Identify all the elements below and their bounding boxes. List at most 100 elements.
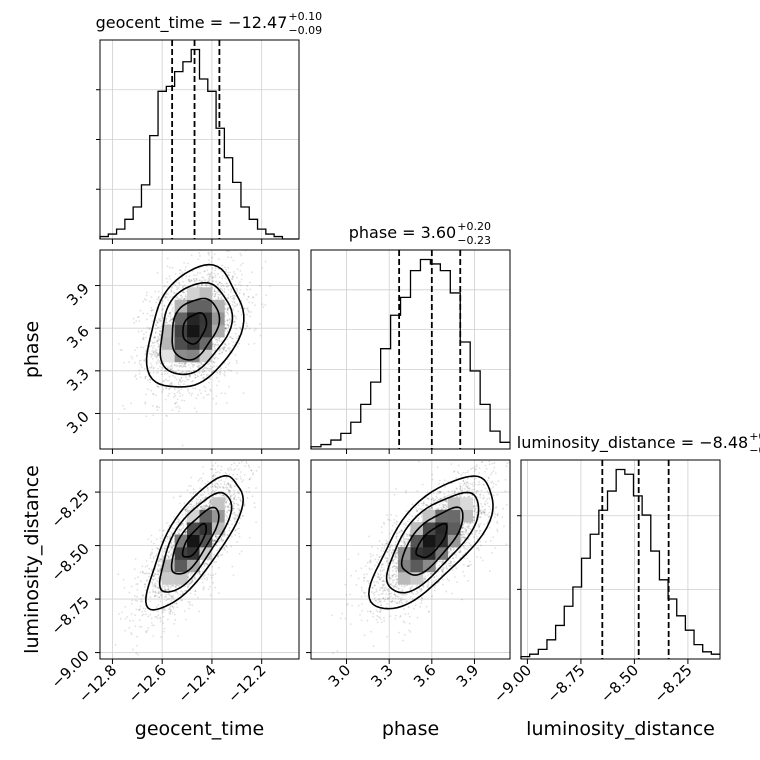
sample-point bbox=[240, 254, 243, 257]
sample-point bbox=[194, 491, 197, 494]
sample-point bbox=[209, 499, 211, 502]
sample-point bbox=[160, 636, 163, 638]
sample-point bbox=[206, 269, 209, 272]
sample-point bbox=[225, 350, 228, 353]
sample-point bbox=[138, 369, 141, 372]
sample-point bbox=[211, 483, 214, 486]
sample-point bbox=[232, 295, 234, 297]
sample-point bbox=[193, 576, 196, 579]
sample-point bbox=[171, 552, 173, 555]
sample-point bbox=[219, 554, 222, 556]
sample-point bbox=[144, 336, 147, 339]
title-text: phase = 3.60 bbox=[349, 223, 456, 242]
sample-point bbox=[169, 312, 172, 315]
sample-point bbox=[218, 352, 221, 355]
sample-point bbox=[175, 590, 178, 593]
sample-point bbox=[195, 278, 198, 281]
sample-point bbox=[178, 281, 181, 284]
sample-point bbox=[219, 486, 222, 489]
sample-point bbox=[128, 591, 131, 594]
sample-point bbox=[223, 373, 225, 375]
sample-point bbox=[210, 285, 212, 288]
sample-point bbox=[236, 514, 239, 517]
sample-point bbox=[228, 250, 230, 252]
sample-point bbox=[170, 599, 172, 602]
sample-point bbox=[233, 271, 235, 273]
sample-point bbox=[223, 346, 226, 349]
x-tick-label: −12.6 bbox=[125, 661, 170, 706]
sample-point bbox=[157, 563, 159, 566]
sample-point bbox=[144, 298, 146, 301]
sample-point bbox=[175, 406, 178, 409]
sample-point bbox=[168, 320, 171, 323]
sample-point bbox=[158, 596, 161, 599]
sample-point bbox=[180, 381, 183, 384]
sample-point bbox=[150, 617, 153, 620]
sample-point bbox=[168, 367, 171, 370]
sample-point bbox=[170, 595, 173, 598]
sample-point bbox=[168, 551, 171, 554]
sample-point bbox=[246, 298, 249, 301]
sample-point bbox=[197, 479, 200, 482]
y-tick-label: 3.3 bbox=[63, 365, 93, 395]
sample-point bbox=[232, 344, 234, 347]
sample-point bbox=[181, 513, 184, 516]
sample-point bbox=[157, 570, 160, 573]
sample-point bbox=[155, 363, 158, 365]
sample-point bbox=[241, 262, 244, 265]
sample-point bbox=[238, 489, 241, 492]
sample-point bbox=[201, 371, 204, 373]
sample-point bbox=[161, 316, 164, 319]
sample-point bbox=[171, 367, 174, 370]
sample-point bbox=[184, 269, 187, 272]
y-tick-label: 3.0 bbox=[63, 408, 93, 438]
sample-point bbox=[188, 506, 190, 508]
sample-point bbox=[150, 534, 153, 537]
sample-point bbox=[148, 575, 150, 578]
sample-point bbox=[187, 575, 189, 578]
sample-point bbox=[251, 301, 254, 304]
sample-point bbox=[170, 584, 173, 587]
sample-point bbox=[236, 303, 239, 306]
sample-point bbox=[203, 491, 206, 493]
sample-point bbox=[136, 316, 139, 319]
sample-point bbox=[154, 584, 157, 587]
sample-point bbox=[224, 392, 227, 395]
sample-point bbox=[227, 368, 230, 371]
sample-point bbox=[169, 296, 172, 298]
sample-point bbox=[180, 399, 183, 402]
sample-point bbox=[191, 364, 194, 367]
sample-point bbox=[224, 327, 227, 330]
sample-point bbox=[215, 535, 218, 538]
sample-point bbox=[178, 269, 181, 272]
sample-point bbox=[231, 297, 234, 300]
sample-point bbox=[191, 580, 194, 583]
sample-point bbox=[163, 547, 166, 549]
sample-point bbox=[159, 362, 162, 365]
sample-point bbox=[218, 352, 221, 355]
sample-point bbox=[222, 347, 224, 350]
sample-point bbox=[163, 305, 166, 307]
contour-level bbox=[159, 281, 234, 376]
sample-point bbox=[199, 487, 202, 490]
sample-point bbox=[247, 309, 250, 312]
sample-point bbox=[185, 589, 187, 592]
sample-point bbox=[222, 493, 225, 496]
sample-point bbox=[198, 572, 201, 575]
sample-point bbox=[236, 541, 238, 543]
sample-point bbox=[264, 260, 267, 263]
sample-point bbox=[152, 308, 155, 311]
sample-point bbox=[171, 605, 174, 608]
sample-point bbox=[204, 284, 207, 287]
sample-point bbox=[164, 587, 166, 590]
sample-point bbox=[202, 465, 205, 468]
sample-point bbox=[157, 354, 160, 356]
sample-point bbox=[171, 584, 174, 587]
sample-point bbox=[224, 513, 227, 515]
sample-point bbox=[206, 367, 209, 370]
sample-point bbox=[253, 502, 256, 504]
title-text: geocent_time = −12.47 bbox=[96, 13, 288, 33]
contour-level bbox=[171, 297, 221, 361]
sample-point bbox=[237, 283, 240, 286]
sample-point bbox=[167, 365, 169, 368]
